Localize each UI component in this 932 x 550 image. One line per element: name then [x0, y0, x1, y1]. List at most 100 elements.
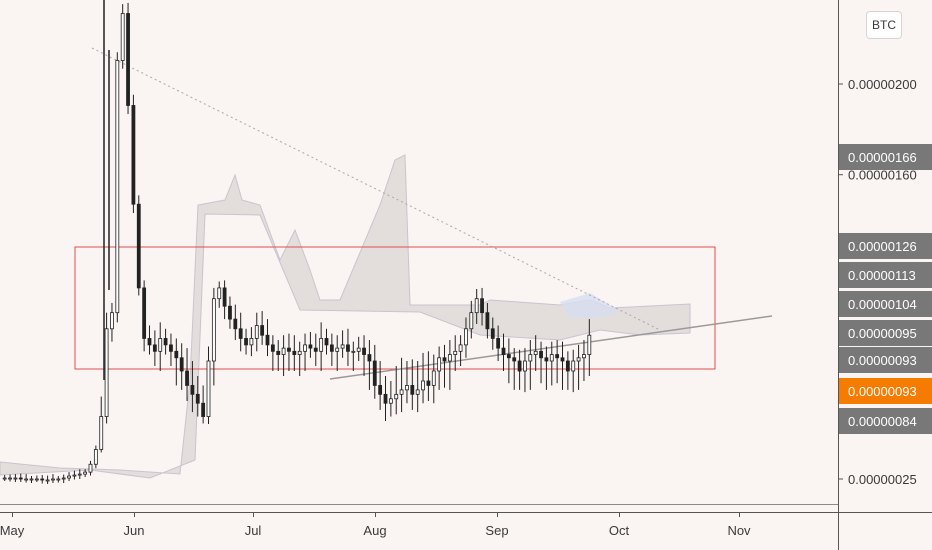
candle-body	[126, 13, 130, 106]
candle-body	[415, 389, 420, 395]
candle	[378, 361, 383, 410]
price-tag-label: 0.00000093	[848, 353, 917, 368]
candle	[45, 475, 50, 484]
price-tag: 0.00000093	[839, 347, 932, 373]
candle-body	[388, 398, 393, 404]
candle	[560, 341, 565, 390]
candle-body	[13, 477, 18, 480]
candle-body	[426, 380, 431, 386]
candle	[270, 335, 275, 371]
trendlines[interactable]	[91, 47, 773, 380]
candle	[13, 474, 18, 482]
candle	[174, 338, 179, 386]
candle-body	[533, 350, 538, 355]
candle-body	[496, 338, 501, 349]
candle	[303, 333, 307, 371]
candle-body	[29, 478, 34, 481]
candle	[474, 289, 479, 324]
y-tick-label: 0.00000025	[848, 472, 917, 487]
candle	[8, 474, 12, 482]
candle-body	[565, 360, 570, 372]
candle	[99, 396, 104, 453]
candle	[555, 340, 560, 384]
candle	[292, 335, 297, 371]
candle-body	[185, 370, 189, 386]
price-tag-bg	[839, 233, 932, 259]
x-tick-label: Sep	[485, 523, 508, 538]
candle	[335, 335, 340, 371]
price-tag-bg	[839, 347, 932, 373]
candle	[313, 333, 318, 366]
candle	[576, 344, 581, 390]
candle-body	[308, 344, 313, 349]
candle-body	[72, 474, 77, 477]
candle	[372, 344, 377, 399]
candle-body	[528, 354, 533, 362]
price-tag: 0.00000126	[839, 233, 932, 259]
candle-body	[51, 478, 55, 481]
candle-body	[501, 347, 506, 355]
candle	[131, 94, 136, 214]
candle-body	[410, 385, 415, 395]
candle	[362, 335, 366, 376]
candle	[512, 348, 517, 390]
candle	[265, 319, 270, 357]
candle-body	[88, 463, 93, 473]
candle	[383, 376, 388, 421]
candle-body	[238, 328, 243, 339]
currency-badge[interactable]: BTC	[866, 11, 902, 39]
candle-body	[158, 338, 163, 352]
candle-body	[56, 478, 61, 481]
candle-body	[560, 357, 565, 362]
candle-body	[270, 344, 275, 352]
candle	[458, 335, 463, 366]
candle-body	[539, 350, 543, 359]
candle-body	[523, 360, 527, 372]
candle	[539, 341, 543, 384]
price-tag: 0.00000095	[839, 320, 932, 346]
candle	[2, 475, 7, 481]
candle-body	[329, 344, 334, 352]
x-tick-label: Jun	[124, 523, 145, 538]
candle-body	[544, 357, 549, 362]
candle	[72, 470, 77, 480]
candle	[211, 287, 216, 386]
candle	[453, 335, 458, 371]
descending-trendline	[91, 47, 661, 331]
candle-body	[549, 354, 554, 362]
candle	[506, 338, 511, 384]
candle	[126, 2, 130, 115]
candle	[410, 359, 415, 410]
candle-body	[394, 393, 399, 400]
candle-body	[480, 298, 484, 314]
candle-body	[319, 338, 324, 352]
candle	[61, 474, 66, 483]
candle	[442, 344, 447, 388]
candle-body	[201, 402, 206, 417]
candle	[249, 327, 254, 357]
candle	[29, 476, 34, 483]
candle	[206, 346, 211, 424]
candle-body	[179, 357, 184, 372]
price-tag-label: 0.00000084	[848, 414, 917, 429]
candle-body	[346, 344, 350, 352]
price-tag-bg	[839, 320, 932, 346]
candle	[431, 354, 436, 404]
candle-body	[340, 344, 345, 349]
candle	[158, 322, 163, 371]
candle	[346, 328, 350, 366]
candle-body	[93, 449, 98, 465]
candle-body	[104, 328, 109, 417]
candle	[179, 343, 184, 390]
candle-body	[265, 334, 270, 346]
candle	[260, 311, 265, 345]
y-tick-label: 0.00000160	[848, 168, 917, 183]
candle	[517, 349, 522, 390]
price-tags: 0.00000166 0.00000126 0.00000113 0.00000104…	[839, 144, 932, 434]
candle-body	[447, 354, 452, 362]
candle	[329, 333, 334, 366]
candle-body	[512, 357, 517, 362]
candle	[367, 340, 372, 390]
